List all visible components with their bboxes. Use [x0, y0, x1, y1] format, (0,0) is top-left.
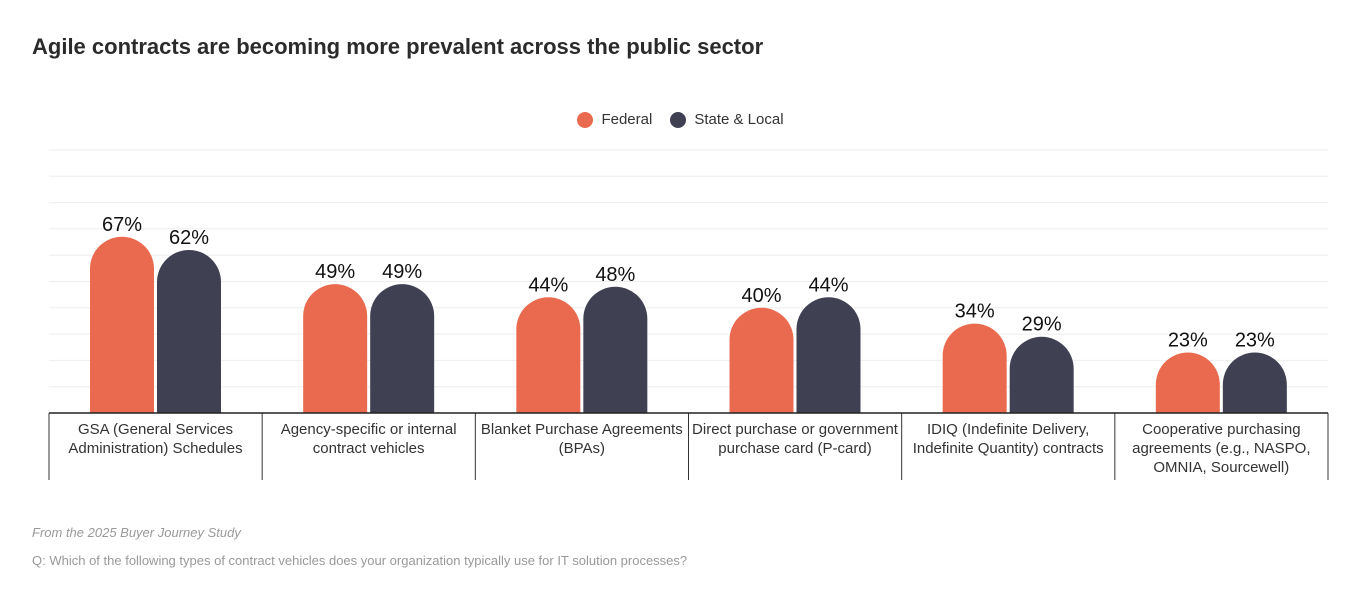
bar-state	[1222, 352, 1287, 413]
value-label: 44%	[528, 274, 568, 296]
state-swatch	[670, 111, 687, 128]
bar-federal	[942, 323, 1007, 413]
legend-label-federal: Federal	[601, 111, 653, 128]
bar-state	[157, 249, 221, 413]
category-label: IDIQ (Indefinite Delivery, Indefinite Qu…	[912, 421, 1104, 457]
value-label: 48%	[595, 264, 635, 286]
category-label: GSA (General Services Administration) Sc…	[68, 421, 243, 457]
bar-state	[1009, 336, 1074, 413]
question-note: Q: Which of the following types of contr…	[32, 553, 688, 568]
bar-state	[583, 286, 648, 413]
category-label: Blanket Purchase Agreements (BPAs)	[480, 421, 683, 457]
value-label: 34%	[955, 301, 995, 323]
value-label: 29%	[1022, 314, 1062, 336]
value-label: 67%	[102, 214, 142, 236]
category-label: Agency-specific or internal contract veh…	[280, 421, 457, 457]
chart-title: Agile contracts are becoming more preval…	[32, 34, 764, 59]
bar-federal	[516, 297, 581, 413]
value-label: 23%	[1168, 330, 1208, 352]
legend-item-federal: Federal	[577, 111, 652, 128]
bar-federal	[1155, 352, 1220, 413]
bar-federal	[303, 284, 368, 413]
bar-federal	[90, 236, 154, 413]
category-label: Cooperative purchasing agreements (e.g.,…	[1132, 421, 1311, 476]
legend-item-state: State & Local	[670, 111, 784, 128]
bar-federal	[729, 307, 794, 413]
bar-state	[796, 297, 861, 413]
legend-label-state: State & Local	[694, 111, 784, 128]
value-label: 44%	[808, 274, 848, 296]
value-label: 49%	[315, 261, 355, 283]
value-label: 40%	[741, 285, 781, 307]
federal-swatch	[577, 111, 594, 128]
value-label: 62%	[169, 227, 209, 249]
legend: Federal State & Local	[0, 111, 1361, 128]
source-note: From the 2025 Buyer Journey Study	[32, 525, 241, 540]
value-label: 23%	[1235, 330, 1275, 352]
bar-state	[370, 284, 435, 413]
category-label: Direct purchase or government purchase c…	[692, 421, 898, 457]
value-label: 49%	[382, 261, 422, 283]
